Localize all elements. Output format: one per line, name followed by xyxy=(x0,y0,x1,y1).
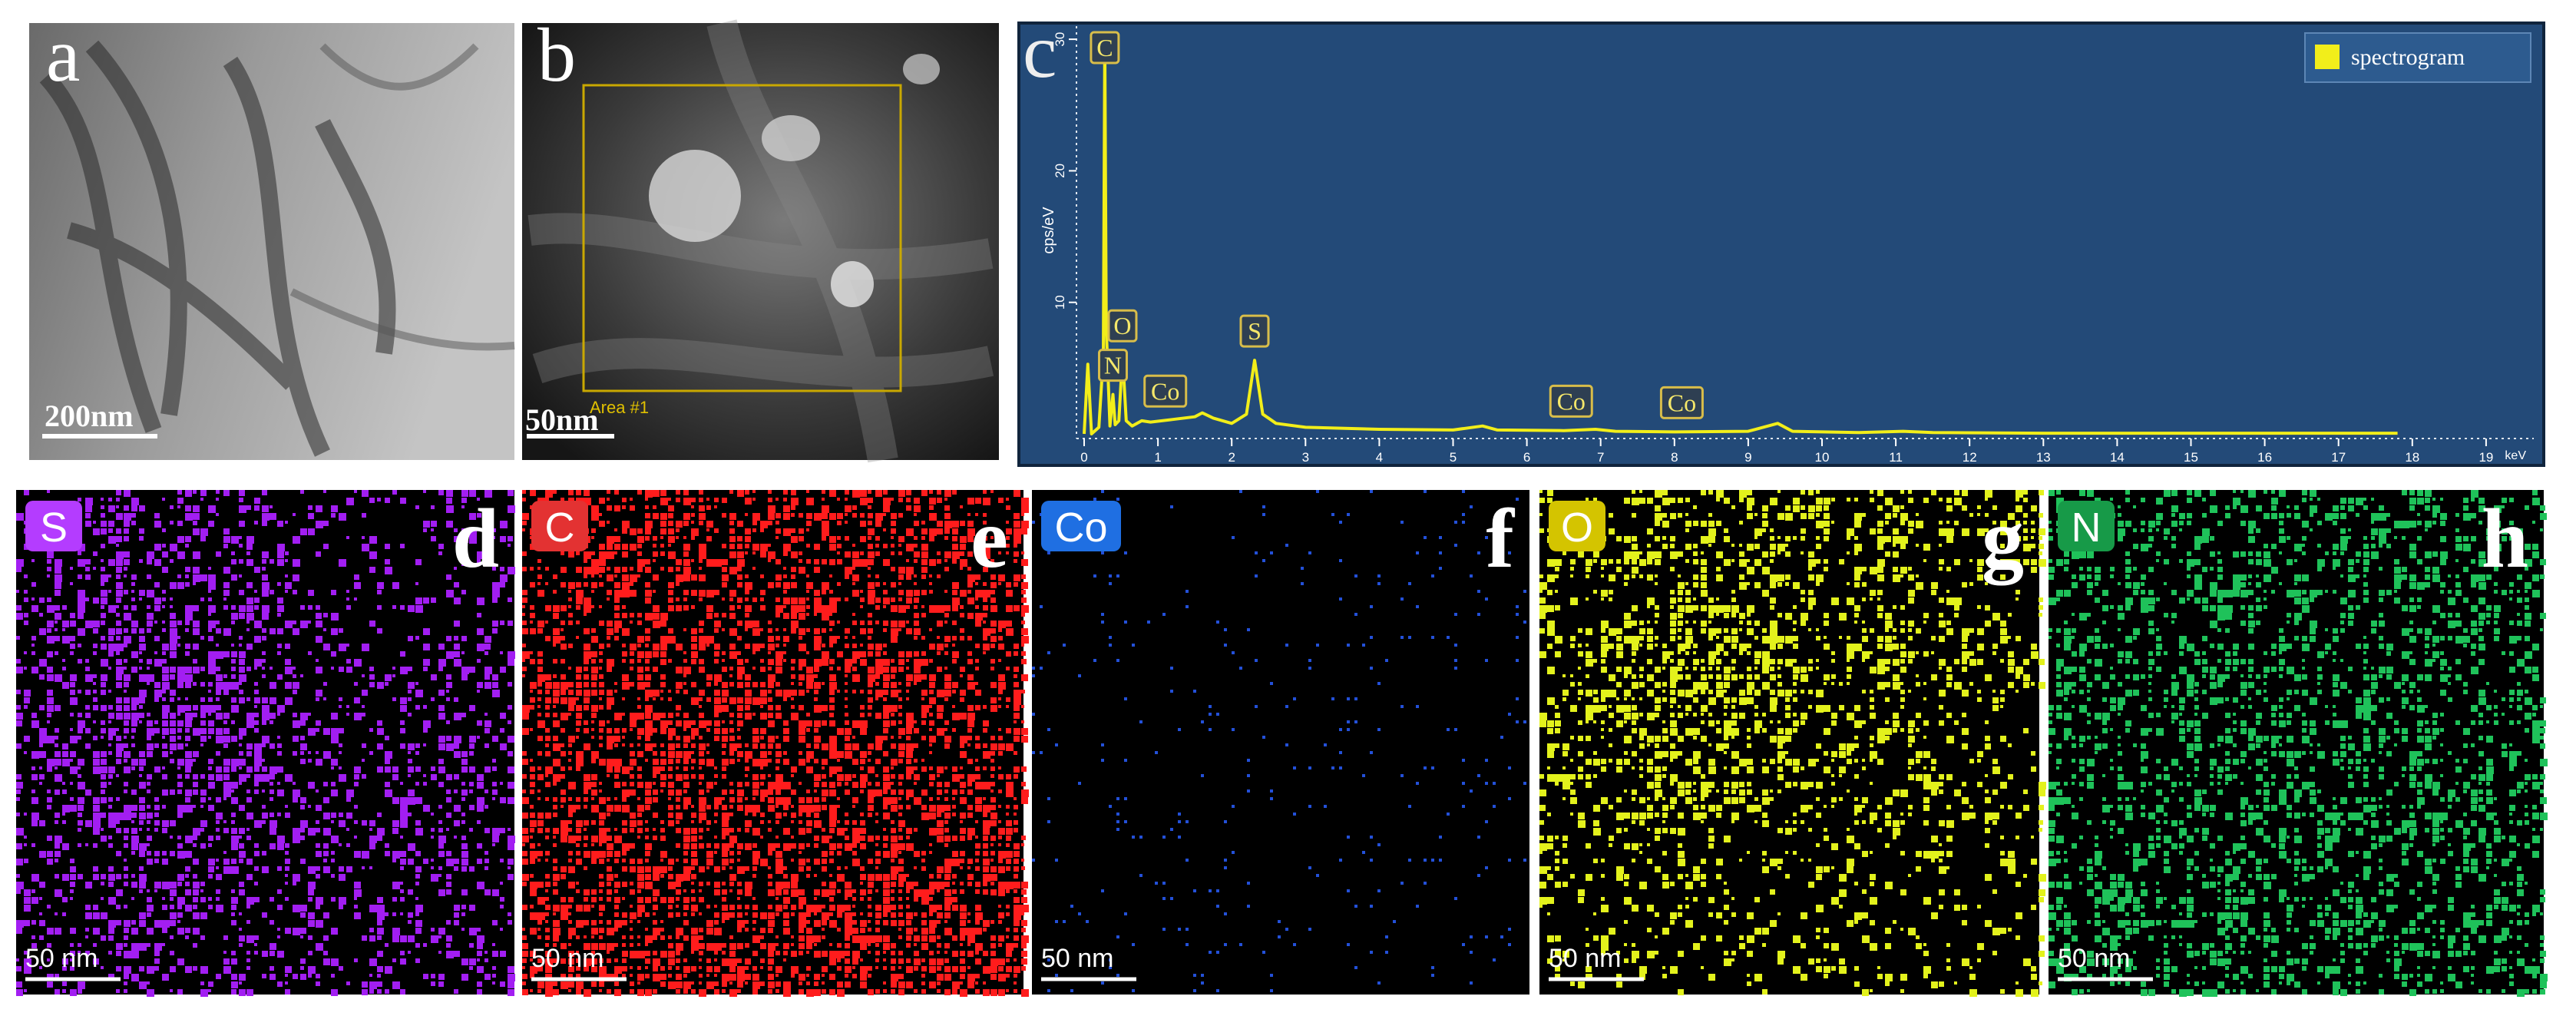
map-panel: Co f 50 nm xyxy=(1032,490,1529,995)
peak-label: C xyxy=(1096,34,1113,61)
x-tick-label: 16 xyxy=(2257,450,2272,465)
panel-letter: e xyxy=(971,491,1008,585)
element-label: C xyxy=(545,505,575,551)
peak-label-box xyxy=(1097,349,1128,382)
peak-label-box xyxy=(1090,31,1120,65)
map-background xyxy=(1032,490,1529,995)
map-signal xyxy=(2049,490,2548,997)
peak-label: Co xyxy=(1668,389,1696,416)
element-label: Co xyxy=(1054,505,1107,551)
panel-a: a 200nm xyxy=(29,12,515,460)
element-label: N xyxy=(2072,505,2101,551)
x-tick-label: 1 xyxy=(1154,450,1161,465)
peak-label-box xyxy=(1107,309,1138,343)
x-tick-label: 3 xyxy=(1302,450,1309,465)
map-signal xyxy=(522,490,1029,997)
x-tick-label: 9 xyxy=(1744,450,1751,465)
element-label: O xyxy=(1561,505,1593,551)
y-tick-label: 10 xyxy=(1053,295,1067,309)
x-tick-label: 7 xyxy=(1597,450,1604,465)
roi-label: Area #1 xyxy=(590,398,649,417)
panel-letter: g xyxy=(1982,491,2024,585)
x-tick-label: 18 xyxy=(2405,450,2419,465)
peak-label-box xyxy=(1239,314,1270,348)
x-tick-label: 13 xyxy=(2036,450,2051,465)
x-tick-label: 14 xyxy=(2110,450,2125,465)
peak-label-box xyxy=(1659,386,1704,419)
panel-letter: f xyxy=(1486,491,1515,585)
y-tick-label: 30 xyxy=(1053,32,1067,47)
peak-label: Co xyxy=(1151,377,1179,405)
legend-swatch xyxy=(2315,45,2340,69)
element-badge xyxy=(2058,501,2115,551)
panel-letter: c xyxy=(1023,8,1057,94)
x-tick-label: 2 xyxy=(1228,450,1235,465)
x-tick-label: 0 xyxy=(1080,450,1087,465)
peak-label: Co xyxy=(1557,387,1586,415)
sheet-folds xyxy=(39,40,396,457)
x-tick-label: 4 xyxy=(1376,450,1383,465)
panel-letter: b xyxy=(537,12,576,98)
panel-b: Area #1 b 50nm xyxy=(522,12,999,463)
map-signal xyxy=(1539,490,2046,997)
peak-label: N xyxy=(1104,352,1122,379)
scale-bar-label: 200nm xyxy=(45,399,134,433)
legend xyxy=(2304,32,2531,83)
peak-label: O xyxy=(1113,312,1131,339)
element-badge xyxy=(1041,501,1121,551)
scale-bar-label: 50nm xyxy=(525,402,599,437)
roi-box xyxy=(582,84,902,392)
legend-label: spectrogram xyxy=(2351,45,2465,70)
map-background xyxy=(2049,490,2544,995)
scale-bar-label: 50 nm xyxy=(531,944,604,973)
spectrum-frame xyxy=(1017,22,2545,467)
element-label: S xyxy=(40,505,68,551)
x-tick-label: 6 xyxy=(1523,450,1530,465)
peak-label: S xyxy=(1248,317,1262,345)
x-tick-label: 10 xyxy=(1815,450,1830,465)
particle xyxy=(649,150,741,242)
sheet-edges xyxy=(289,43,515,351)
peak-label-box xyxy=(1549,384,1593,418)
panel-letter: a xyxy=(46,12,80,98)
x-tick-label: 15 xyxy=(2184,450,2198,465)
scale-bar-label: 50 nm xyxy=(1549,944,1622,973)
peak-label-box xyxy=(1143,374,1188,408)
map-signal xyxy=(16,490,515,997)
y-axis-label: cps/eV xyxy=(1040,207,1057,254)
x-tick-label: 17 xyxy=(2331,450,2346,465)
particle xyxy=(762,115,820,161)
particle xyxy=(903,54,940,84)
x-tick-label: 5 xyxy=(1450,450,1457,465)
panel-c: c cps/eV spectrogram keV 0 1 2 3 4 5 6 7 8 9 10 11 1… xyxy=(1017,8,2545,467)
scale-bar-label: 50 nm xyxy=(25,944,98,973)
x-tick-label: 11 xyxy=(1889,450,1903,465)
x-tick-label: 8 xyxy=(1671,450,1678,465)
map-background xyxy=(1539,490,2039,995)
element-badge xyxy=(1549,501,1605,551)
panel-letter: h xyxy=(2482,491,2528,585)
y-tick-label: 20 xyxy=(1053,164,1067,178)
element-badge xyxy=(25,501,82,551)
particle xyxy=(831,261,874,307)
stem-image xyxy=(522,23,999,460)
element-badge xyxy=(531,501,588,551)
scale-bar-label: 50 nm xyxy=(1041,944,1114,973)
x-tick-label: 12 xyxy=(1963,450,1977,465)
x-axis-unit: keV xyxy=(2505,449,2526,462)
sheet-features xyxy=(527,19,994,463)
x-tick-label: 19 xyxy=(2478,450,2493,465)
spectrum-line xyxy=(1083,38,2398,435)
scale-bar-label: 50 nm xyxy=(2058,944,2131,973)
panel-letter: d xyxy=(452,491,499,585)
